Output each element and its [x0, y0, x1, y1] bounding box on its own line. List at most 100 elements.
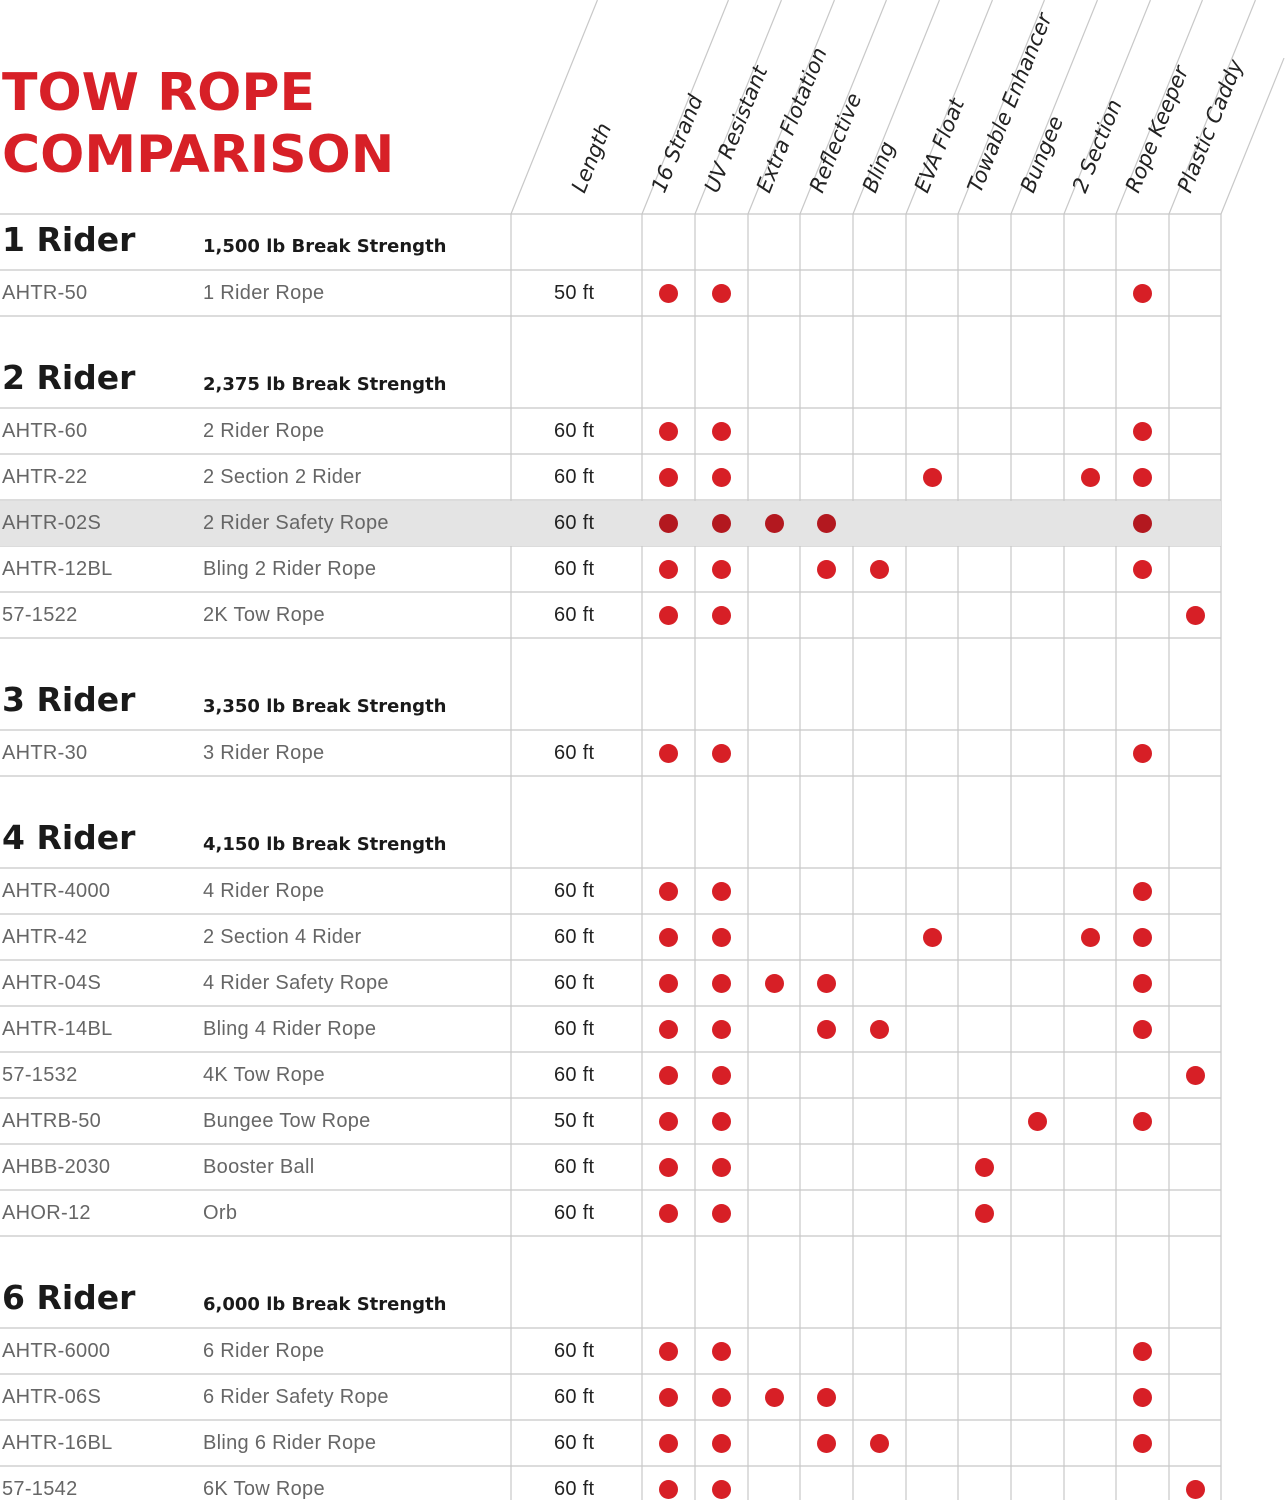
feature-dot-rope-keeper [1133, 1019, 1152, 1039]
product-name: 4 Rider Rope [203, 880, 325, 902]
product-length: 60 ft [554, 1340, 595, 1362]
product-length: 60 ft [554, 742, 595, 764]
feature-dot-towable-enhancer [975, 1203, 994, 1223]
feature-dot-uv-resistant [712, 559, 731, 579]
product-length: 60 ft [554, 972, 595, 994]
feature-dot-rope-keeper [1133, 1111, 1152, 1131]
feature-dot-16-strand [659, 1387, 678, 1407]
header-slant-line [510, 0, 599, 215]
product-name: Bling 2 Rider Rope [203, 558, 377, 580]
feature-dot-rope-keeper [1133, 927, 1152, 947]
feature-dot-16-strand [659, 559, 678, 579]
page-title: TOW ROPE COMPARISON [2, 62, 394, 186]
product-length: 60 ft [554, 558, 595, 580]
feature-dot-extra-flotation [764, 973, 784, 993]
product-sku: AHTR-30 [2, 742, 88, 764]
feature-dot-bling [870, 1433, 889, 1453]
group-name: 1 Rider [2, 220, 136, 259]
feature-dot-uv-resistant [712, 1479, 731, 1499]
product-name: Bling 6 Rider Rope [203, 1432, 377, 1454]
feature-dot-bling [870, 559, 889, 579]
feature-dot-rope-keeper [1133, 1387, 1152, 1407]
group-break-strength: 1,500 lb Break Strength [203, 236, 447, 257]
feature-dot-bungee [1028, 1111, 1047, 1131]
product-sku: AHTR-16BL [2, 1432, 113, 1454]
group-break-strength: 3,350 lb Break Strength [203, 696, 447, 717]
product-length: 50 ft [554, 282, 595, 304]
feature-dot-16-strand [659, 467, 678, 487]
header-slant-line [905, 0, 994, 215]
feature-dot-16-strand [659, 743, 678, 763]
feature-dot-rope-keeper [1133, 1433, 1152, 1453]
feature-dot-16-strand [659, 927, 678, 947]
product-name: Bungee Tow Rope [203, 1110, 371, 1132]
feature-dot-rope-keeper [1133, 743, 1152, 763]
product-sku: AHTR-6000 [2, 1340, 111, 1362]
feature-dot-reflective [817, 559, 836, 579]
product-sku: AHOR-12 [2, 1202, 91, 1224]
header-slant-line [799, 0, 888, 215]
product-name: 6 Rider Safety Rope [203, 1386, 389, 1408]
group-name: 6 Rider [2, 1278, 136, 1317]
feature-dot-reflective [817, 513, 836, 533]
product-length: 60 ft [554, 1064, 595, 1086]
feature-dot-uv-resistant [712, 1019, 731, 1039]
product-sku: AHTR-50 [2, 282, 88, 304]
product-name: 2 Rider Safety Rope [203, 512, 389, 534]
feature-dot-16-strand [659, 881, 678, 901]
feature-dot-reflective [817, 1019, 836, 1039]
title-line-1: TOW ROPE [2, 63, 316, 123]
product-length: 60 ft [554, 1156, 595, 1178]
feature-dot-reflective [817, 1387, 836, 1407]
feature-dot-16-strand [659, 1203, 678, 1223]
product-sku: AHTR-12BL [2, 558, 113, 580]
header-slant-line [957, 0, 1046, 215]
feature-dot-rope-keeper [1133, 421, 1152, 441]
product-length: 60 ft [554, 1202, 595, 1224]
product-length: 60 ft [554, 512, 595, 534]
group-break-strength: 2,375 lb Break Strength [203, 374, 447, 395]
feature-dot-rope-keeper [1133, 881, 1152, 901]
product-sku: 57-1522 [2, 604, 78, 626]
feature-dot-16-strand [659, 1111, 678, 1131]
header-slant-line [1168, 0, 1257, 215]
feature-dot-16-strand [659, 1479, 678, 1499]
product-length: 60 ft [554, 1018, 595, 1040]
product-name: 2 Section 2 Rider [203, 466, 362, 488]
group-break-strength: 4,150 lb Break Strength [203, 834, 447, 855]
feature-dot-2-section [1080, 927, 1100, 947]
header-slant-line [852, 0, 941, 215]
feature-dot-uv-resistant [712, 1341, 731, 1361]
feature-dot-uv-resistant [712, 421, 731, 441]
product-name: 6K Tow Rope [203, 1478, 325, 1500]
product-length: 60 ft [554, 420, 595, 442]
group-name: 4 Rider [2, 818, 136, 857]
header-slant-line [1220, 57, 1285, 215]
feature-dot-16-strand [659, 1341, 678, 1361]
feature-dot-rope-keeper [1133, 513, 1152, 533]
product-name: 1 Rider Rope [203, 282, 325, 304]
product-length: 50 ft [554, 1110, 595, 1132]
header-slant-line [1063, 0, 1152, 215]
feature-dot-plastic-caddy [1185, 1479, 1205, 1499]
product-sku: AHTR-04S [2, 972, 102, 994]
product-length: 60 ft [554, 1386, 595, 1408]
product-sku: AHTR-42 [2, 926, 88, 948]
product-sku: AHTR-22 [2, 466, 88, 488]
feature-dot-uv-resistant [712, 743, 731, 763]
feature-dot-16-strand [659, 513, 678, 533]
feature-dot-rope-keeper [1133, 973, 1152, 993]
feature-dot-eva-float [922, 927, 942, 947]
feature-dot-uv-resistant [712, 973, 731, 993]
product-name: 4K Tow Rope [203, 1064, 325, 1086]
feature-dot-extra-flotation [764, 513, 784, 533]
product-sku: AHTR-4000 [2, 880, 111, 902]
row-highlight [0, 501, 1221, 546]
feature-dot-rope-keeper [1133, 283, 1152, 303]
feature-dot-16-strand [659, 1433, 678, 1453]
feature-dot-towable-enhancer [975, 1157, 994, 1177]
feature-dot-16-strand [659, 605, 678, 625]
feature-dot-uv-resistant [712, 1387, 731, 1407]
product-sku: AHTR-06S [2, 1386, 102, 1408]
